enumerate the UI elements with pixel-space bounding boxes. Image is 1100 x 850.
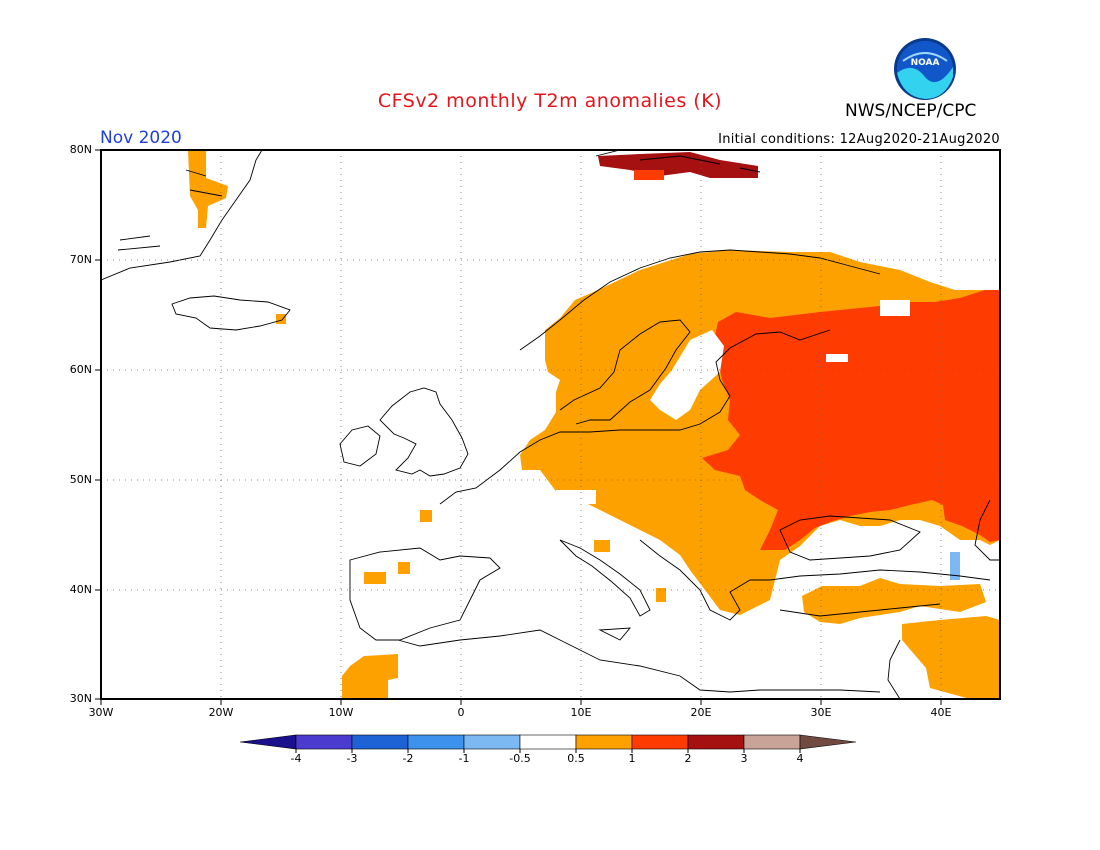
anomaly-region-middleeast [902, 616, 1000, 699]
anomaly-france-dot [420, 510, 432, 522]
coast-ireland [339, 425, 381, 467]
anomaly-italy-dot [594, 540, 610, 552]
anomaly-iberia-b [398, 562, 410, 574]
coast-balkans-greece [639, 539, 770, 621]
map-title: CFSv2 monthly T2m anomalies (K) [377, 90, 723, 112]
colorbar-arrow-high [799, 734, 857, 750]
lon-label-30w: 30W [88, 706, 114, 719]
agency-label: NWS/NCEP/CPC [845, 101, 977, 121]
colorbar-label-neg2: -2 [402, 752, 414, 765]
anomaly-greece-dot [656, 588, 666, 602]
anomaly-region-red [702, 290, 1000, 550]
anomaly-caucasus-negative [950, 552, 960, 580]
lon-label-40e: 40E [930, 706, 952, 719]
colorbar-swatch-5 [519, 734, 577, 750]
coast-greenland [101, 150, 263, 281]
coast-uk [379, 387, 469, 477]
lon-label-10e: 10E [570, 706, 592, 719]
lat-label-50n: 50N [69, 473, 92, 486]
neutral-gap-baltic [650, 330, 724, 420]
anomaly-region-turkey [802, 578, 986, 624]
colorbar-swatch-7 [631, 734, 689, 750]
initial-conditions: Initial conditions: 12Aug2020-21Aug2020 [718, 132, 1000, 147]
lon-label-10w: 10W [328, 706, 354, 719]
lat-label-80n: 80N [69, 143, 92, 156]
coast-caspian [974, 499, 1000, 561]
neutral-gap-russia [826, 354, 848, 362]
lat-label-60n: 60N [69, 363, 92, 376]
colorbar-label-neg4: -4 [290, 752, 302, 765]
colorbar-swatch-3 [407, 734, 465, 750]
coast-eastern-med [887, 639, 901, 699]
colorbar-swatch-4 [463, 734, 521, 750]
colorbar-label-neg3: -3 [346, 752, 358, 765]
coast-greenland-fjords [117, 169, 223, 251]
coast-iberia [349, 547, 501, 641]
colorbar-swatch-8 [687, 734, 745, 750]
lon-label-20e: 20E [690, 706, 712, 719]
anomaly-iberia-a [364, 572, 386, 584]
map-frame [100, 149, 1001, 700]
anomaly-fill-layer [188, 150, 1000, 699]
forecast-month: Nov 2020 [100, 128, 182, 148]
colorbar-label-05: 0.5 [567, 752, 585, 765]
colorbar-label-2: 2 [684, 752, 692, 765]
colorbar-arrow-low [239, 734, 297, 750]
coast-turkey [769, 569, 991, 617]
lon-label-20w: 20W [208, 706, 234, 719]
coast-north-africa [397, 629, 881, 693]
neutral-gap-north [880, 300, 910, 316]
colorbar-swatch-1 [295, 734, 353, 750]
colorbar-label-1: 1 [628, 752, 636, 765]
colorbar-swatch-6 [575, 734, 633, 750]
noaa-logo: NOAA [894, 38, 956, 100]
anomaly-region-greenland [188, 150, 228, 228]
anomaly-iceland [276, 314, 286, 324]
lon-label-0: 0 [457, 706, 465, 719]
coast-iceland [171, 295, 291, 331]
colorbar [239, 734, 857, 753]
anomaly-region-morocco [342, 654, 398, 699]
colorbar-swatch-2 [351, 734, 409, 750]
lat-label-40n: 40N [69, 583, 92, 596]
anomaly-svalbard-red [634, 170, 664, 180]
coast-continent [439, 329, 831, 505]
lat-label-30n: 30N [69, 692, 92, 705]
neutral-gap-alps [556, 490, 596, 504]
lat-label-70n: 70N [69, 253, 92, 266]
coastlines [101, 150, 1000, 699]
colorbar-label-4: 4 [796, 752, 804, 765]
noaa-logo-text: NOAA [911, 58, 940, 68]
coast-italy [559, 539, 651, 641]
colorbar-label-3: 3 [740, 752, 748, 765]
axis-ticks [95, 149, 942, 705]
coast-scandinavia [519, 249, 881, 425]
colorbar-swatch-9 [743, 734, 801, 750]
colorbar-label-neg05: -0.5 [509, 752, 531, 765]
colorbar-label-neg1: -1 [458, 752, 470, 765]
coast-black-sea [779, 515, 921, 561]
lon-label-30e: 30E [810, 706, 832, 719]
